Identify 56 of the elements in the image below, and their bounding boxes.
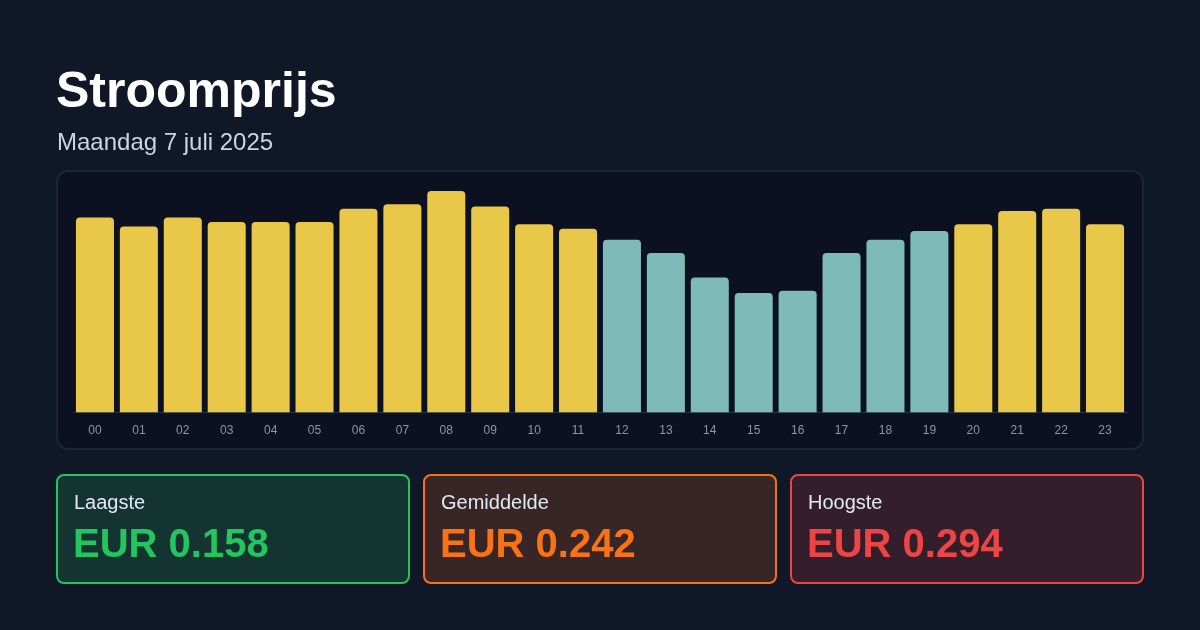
bar: [251, 222, 290, 413]
x-tick-label: 05: [307, 423, 322, 438]
text: EUR 0.158: [73, 520, 269, 566]
bar: [339, 208, 378, 413]
bar: [998, 210, 1037, 413]
bar: [822, 253, 861, 413]
x-tick-label: 07: [395, 423, 410, 438]
x-tick-label: 11: [571, 423, 585, 438]
x-tick-label: 18: [878, 423, 893, 438]
bar: [1086, 224, 1125, 413]
x-tick-label: 15: [747, 423, 761, 438]
x-tick-label: 02: [176, 423, 190, 438]
bar: [778, 290, 817, 413]
text: EUR 0.242: [440, 520, 636, 566]
bar: [75, 217, 114, 413]
x-tick-label: 03: [220, 423, 234, 438]
bar: [954, 224, 993, 413]
x-tick-label: 23: [1098, 423, 1113, 438]
x-tick-label: 04: [263, 423, 278, 438]
chart-subtitle: Maandag 7 juli 2025: [57, 127, 274, 157]
bar: [866, 239, 905, 413]
x-tick-label: 12: [615, 423, 629, 438]
bar: [207, 222, 246, 413]
x-tick-label: 10: [527, 423, 542, 438]
text: Hoogste: [808, 490, 883, 514]
bar: [163, 217, 202, 413]
bar: [559, 228, 598, 413]
bar: [602, 239, 641, 413]
x-tick-label: 17: [834, 423, 849, 438]
x-tick-label: 22: [1054, 423, 1069, 438]
x-tick-label: 06: [351, 423, 366, 438]
x-tick-label: 00: [88, 423, 102, 438]
bar: [119, 226, 158, 413]
x-tick-label: 09: [483, 423, 498, 438]
bar: [910, 230, 949, 413]
text: EUR 0.294: [807, 520, 1003, 566]
chart-title: Stroomprijs: [56, 61, 337, 120]
bar: [690, 277, 729, 413]
x-tick-label: 14: [703, 423, 717, 438]
x-tick-label: 16: [790, 423, 805, 438]
x-tick-label: 08: [439, 423, 454, 438]
bar: [646, 253, 685, 413]
bar: [471, 206, 510, 413]
bar: [427, 191, 466, 413]
text: Gemiddelde: [441, 490, 549, 514]
bar: [295, 222, 334, 413]
text: Laagste: [74, 490, 146, 514]
x-tick-label: 21: [1010, 423, 1025, 438]
x-tick-label: 20: [966, 423, 981, 438]
bar: [383, 204, 422, 413]
x-tick-label: 13: [659, 423, 673, 438]
bar: [1042, 208, 1081, 413]
x-tick-label: 01: [132, 423, 146, 438]
bar: [734, 292, 773, 413]
x-tick-label: 19: [922, 423, 937, 438]
bar: [515, 224, 554, 413]
